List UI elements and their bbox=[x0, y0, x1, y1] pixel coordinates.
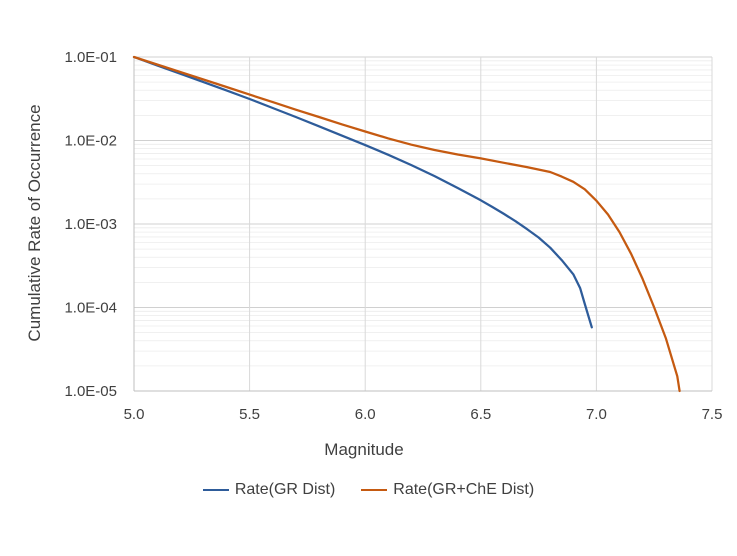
x-tick-label: 6.0 bbox=[355, 406, 376, 423]
axes: 5.0 5.5 6.0 6.5 7.0 7.5 1.0E-01 1.0E-02 1.0E-03 1… bbox=[64, 49, 722, 423]
x-tick-label: 5.5 bbox=[239, 406, 260, 423]
y-tick-label: 1.0E-01 bbox=[64, 49, 117, 66]
legend-item-gr: Rate(GR Dist) bbox=[202, 481, 336, 499]
grid bbox=[133, 56, 713, 392]
x-tick-label: 5.0 bbox=[124, 406, 145, 423]
series-lines bbox=[132, 55, 681, 393]
y-tick-label: 1.0E-03 bbox=[64, 216, 117, 233]
y-axis-label: Cumulative Rate of Occurrence bbox=[25, 104, 44, 341]
legend-label-gr-che: Rate(GR+ChE Dist) bbox=[393, 481, 535, 498]
x-tick-label: 7.0 bbox=[586, 406, 607, 423]
x-tick-label: 6.5 bbox=[470, 406, 491, 423]
legend: Rate(GR Dist) Rate(GR+ChE Dist) bbox=[0, 478, 737, 502]
y-tick-label: 1.0E-02 bbox=[64, 133, 117, 150]
y-tick-label: 1.0E-04 bbox=[64, 300, 117, 317]
x-axis-label: Magnitude bbox=[324, 440, 403, 459]
legend-swatch-gr bbox=[202, 488, 229, 492]
x-tick-label: 7.5 bbox=[702, 406, 723, 423]
legend-swatch-gr-che bbox=[361, 488, 388, 492]
y-tick-label: 1.0E-05 bbox=[64, 383, 117, 400]
legend-item-gr-che: Rate(GR+ChE Dist) bbox=[361, 481, 534, 499]
series-line-gr-che bbox=[132, 55, 681, 393]
legend-label-gr: Rate(GR Dist) bbox=[234, 481, 336, 498]
series-line-gr bbox=[132, 55, 593, 329]
